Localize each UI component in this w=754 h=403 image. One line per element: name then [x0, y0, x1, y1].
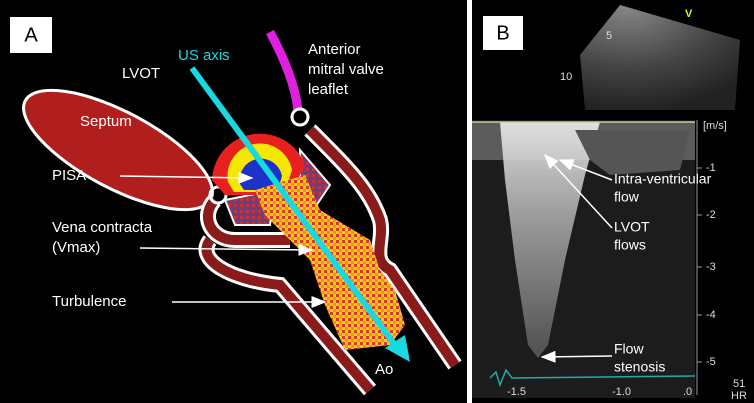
pisa-label: PISA: [52, 167, 86, 184]
doppler-intra-flow: [575, 130, 690, 175]
time-tick: -1.5: [507, 386, 526, 398]
velocity-tick: -2: [706, 209, 716, 221]
ecg-trace: [489, 368, 696, 388]
intra-ventricular-label: flow: [614, 189, 640, 205]
panel-b-arrows: [540, 153, 613, 363]
lvot-flows-label: flows: [614, 237, 646, 253]
intra-ventricular-label: Intra-ventricular: [614, 171, 712, 187]
lvot-flows-label: LVOT: [614, 219, 650, 235]
panel-b-label-box: [483, 16, 523, 50]
doppler-spectrum: [500, 122, 600, 358]
turbulence-label: Turbulence: [52, 293, 127, 310]
velocity-unit: [m/s]: [703, 120, 727, 132]
panel-a-diagram: [22, 29, 462, 396]
flow-stenosis-label: stenosis: [614, 359, 665, 375]
time-tick: -1.0: [612, 386, 631, 398]
velocity-tick: -1: [706, 162, 716, 174]
velocity-tick: -4: [706, 309, 716, 321]
leaflet-label: mitral valve: [308, 61, 384, 78]
vena-contracta-label: (Vmax): [52, 239, 100, 256]
leaflet-label: Anterior: [308, 41, 361, 58]
panel-label: B: [496, 22, 509, 44]
flow-stenosis-label: Flow: [614, 341, 644, 357]
us-axis-label: US axis: [178, 47, 230, 64]
sector-marker: V: [685, 8, 693, 20]
velocity-tick: -3: [706, 261, 716, 273]
sector-depth: 10: [560, 71, 572, 83]
velocity-tick: -5: [706, 356, 716, 368]
septum-label: Septum: [80, 113, 132, 130]
heart-rate: 51: [733, 378, 745, 390]
vena-contracta-label: Vena contracta: [52, 219, 153, 236]
echo-sector: [580, 5, 740, 110]
panel-a-label-box: [10, 17, 52, 53]
lvot-label: LVOT: [122, 65, 160, 82]
aorta-label: Ao: [375, 361, 393, 378]
leaflet-label: leaflet: [308, 81, 349, 98]
heart-rate: HR: [731, 390, 747, 402]
panel-label: A: [24, 24, 38, 46]
time-tick: .0: [683, 386, 692, 398]
sector-depth: 5: [606, 30, 612, 42]
